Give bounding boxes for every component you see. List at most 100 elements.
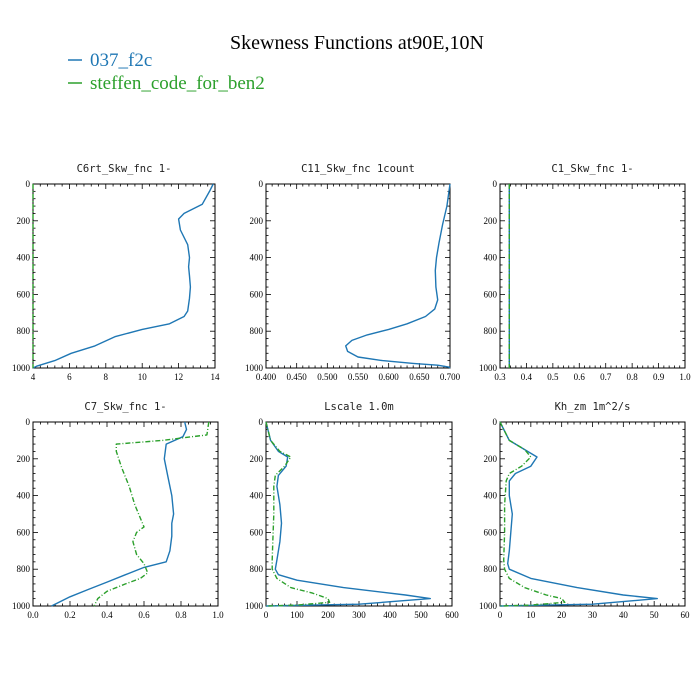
x-tick-label: 0.9 [653,372,665,382]
x-tick-label: 0.700 [440,372,461,382]
panel-3: C1_Skw_fnc 1- 0.3 0.4 0.5 0.6 0.7 0.8 0.9 1.0 0 20… [479,163,691,382]
y-tick-label: 1000 [245,601,264,611]
y-tick-label: 200 [250,216,264,226]
legend-entry-steffen: steffen_code_for_ben2 [68,73,265,94]
x-tick-label: 0.0 [27,610,39,620]
y-tick-label: 200 [484,454,498,464]
x-tick-label: 6 [67,372,72,382]
x-tick-label: 0.4 [101,610,113,620]
y-tick-label: 800 [250,564,264,574]
y-tick-label: 0 [259,179,264,189]
plot-frame [265,421,453,607]
panel-2: C11_Skw_fnc 1count 0.400 0.450 0.500 0.550 0.… [245,163,461,382]
x-tick-label: 0.7 [600,372,612,382]
y-tick-label: 1000 [479,363,498,373]
panels: C6rt_Skw_fnc 1-4 6 8 10 12 140200400600800100… [12,163,691,620]
x-tick-label: 0.650 [409,372,430,382]
x-tick-label: 10 [526,610,536,620]
plot-frame [499,421,686,607]
y-tick-label: 400 [17,491,31,501]
y-tick-label: 200 [484,216,498,226]
y-tick-label: 800 [17,326,31,336]
x-tick-label: 0.2 [64,610,75,620]
y-tick-label: 0 [259,417,264,427]
x-tick-label: 600 [445,610,459,620]
y-tick-label: 1000 [12,363,31,373]
panel-title: C6rt_Skw_fnc 1- [77,163,172,175]
x-tick-label: 400 [383,610,397,620]
x-tick-label: 0.550 [348,372,369,382]
panel-4: C7_Skw_fnc 1- 0.0 0.2 0.4 0.6 0.8 1.0 0 200 400 60… [12,401,224,620]
plot-frame [499,183,686,369]
x-tick-label: 1.0 [679,372,691,382]
x-tick-label: 0.600 [379,372,400,382]
panel-title: Kh_zm 1m^2/s [555,401,631,413]
legend-label-037-f2c: 037_f2c [90,50,152,71]
y-tick-label: 600 [484,289,498,299]
series-line-037-f2c [51,421,188,607]
y-tick-label: 400 [250,253,264,263]
x-tick-label: 60 [681,610,691,620]
panel-title: C11_Skw_fnc 1count [301,163,415,175]
x-tick-label: 4 [31,372,36,382]
panel-title: C7_Skw_fnc 1- [84,401,166,413]
panel-title: C1_Skw_fnc 1- [551,163,633,175]
x-tick-label: 8 [104,372,109,382]
y-tick-label: 200 [17,216,31,226]
y-tick-label: 400 [17,253,31,263]
x-tick-label: 40 [619,610,629,620]
x-tick-label: 100 [290,610,304,620]
x-tick-label: 0 [264,610,269,620]
panel-6: Kh_zm 1m^2/s0 10 20 30 40 50 60020040060080010… [479,401,690,620]
x-tick-label: 0.4 [521,372,533,382]
x-tick-label: 0.6 [138,610,150,620]
y-tick-label: 800 [484,326,498,336]
x-tick-label: 0.400 [256,372,277,382]
panel-5: Lscale 1.0m 0 100 200 300 400 500 600 0 200 400 600… [245,401,459,620]
y-tick-label: 1000 [479,601,498,611]
x-tick-label: 0.500 [317,372,338,382]
series-line-037-f2c [265,421,431,607]
y-tick-label: 600 [250,527,264,537]
legend: 037_f2c steffen_code_for_ben2 [68,50,265,94]
x-tick-label: 0.6 [574,372,586,382]
x-tick-label: 500 [414,610,428,620]
y-tick-label: 600 [250,289,264,299]
y-tick-label: 1000 [245,363,264,373]
y-tick-label: 800 [17,564,31,574]
series-line-steffen [93,421,210,607]
x-tick-label: 0.5 [547,372,559,382]
legend-label-steffen: steffen_code_for_ben2 [90,73,265,94]
x-tick-label: 200 [321,610,335,620]
plot-frame [32,421,219,607]
series-line-037-f2c [345,183,451,369]
y-tick-label: 600 [17,527,31,537]
x-tick-label: 300 [352,610,366,620]
x-tick-label: 30 [588,610,598,620]
series-line-037-f2c [32,183,214,369]
x-tick-label: 0.8 [175,610,187,620]
series-line-steffen [265,421,331,607]
x-tick-label: 0.8 [627,372,639,382]
plot-frame [265,183,451,369]
y-tick-label: 600 [484,527,498,537]
y-tick-label: 0 [26,417,31,427]
panel-title: Lscale 1.0m [324,401,394,413]
legend-entry-037-f2c: 037_f2c [68,50,152,71]
y-tick-label: 400 [484,253,498,263]
y-tick-label: 200 [250,454,264,464]
x-tick-label: 14 [211,372,221,382]
y-tick-label: 200 [17,454,31,464]
series-line-037-f2c [499,421,658,607]
y-tick-label: 0 [493,179,498,189]
y-tick-label: 400 [250,491,264,501]
x-tick-label: 0 [498,610,503,620]
x-tick-label: 1.0 [212,610,224,620]
y-tick-label: 800 [484,564,498,574]
y-tick-label: 600 [17,289,31,299]
x-tick-label: 50 [650,610,660,620]
x-tick-label: 10 [138,372,148,382]
x-tick-label: 0.450 [287,372,308,382]
y-tick-label: 400 [484,491,498,501]
